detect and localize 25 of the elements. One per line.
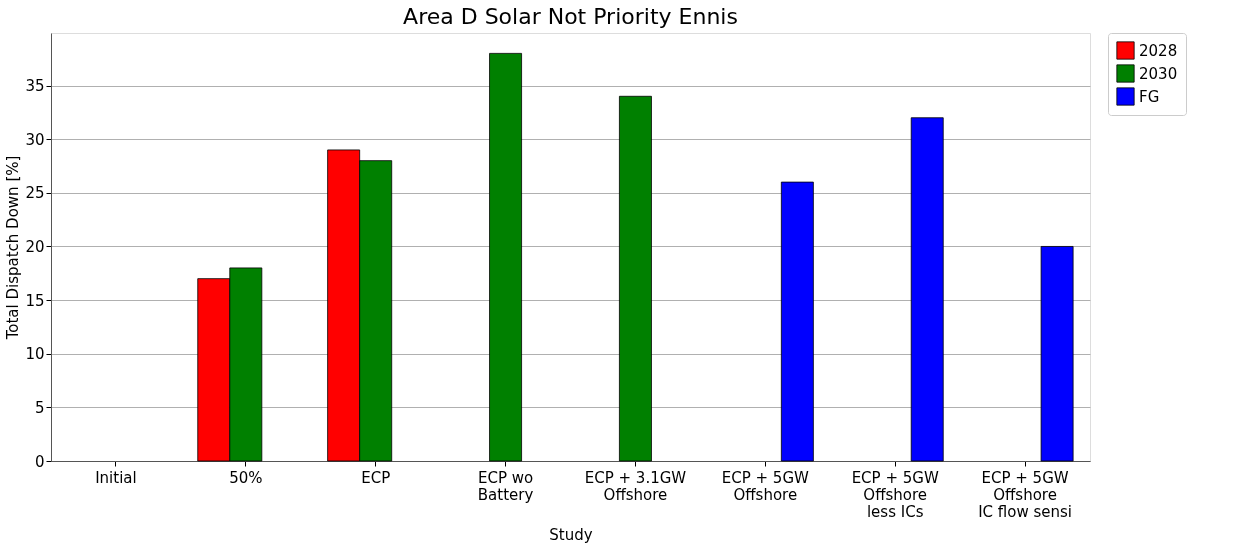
bar (1040, 246, 1074, 462)
bar (780, 181, 814, 462)
x-tick-label: ECP + 5GW Offshore IC flow sensi (978, 468, 1072, 521)
x-tick-label: 50% (229, 468, 263, 487)
y-tick-label: 35 (25, 77, 45, 96)
y-tick-label: 15 (25, 291, 45, 310)
x-tick-label: ECP + 5GW Offshore (721, 468, 810, 504)
y-tick-label: 20 (25, 237, 45, 256)
x-axis-title: Study (549, 525, 593, 544)
chart-title: Area D Solar Not Priority Ennis (403, 3, 738, 29)
x-tick-label: ECP + 3.1GW Offshore (584, 468, 687, 504)
y-tick-label: 5 (34, 398, 45, 417)
x-tick-label: ECP + 5GW Offshore less ICs (851, 468, 939, 521)
y-axis-title: Total Dispatch Down [%] (4, 155, 23, 341)
y-tick-label: 30 (25, 130, 45, 149)
bar (910, 117, 944, 462)
x-tick-label: Initial (95, 468, 137, 487)
legend-label: 2028 (1139, 41, 1178, 60)
x-tick-label: ECP (361, 468, 391, 487)
y-tick-label: 0 (34, 452, 45, 471)
x-tick-label: ECP wo Battery (477, 468, 534, 504)
legend-label: 2030 (1139, 64, 1178, 83)
y-tick-label: 10 (25, 345, 45, 364)
legend-label: FG (1139, 87, 1160, 106)
y-tick-label: 25 (25, 184, 45, 203)
